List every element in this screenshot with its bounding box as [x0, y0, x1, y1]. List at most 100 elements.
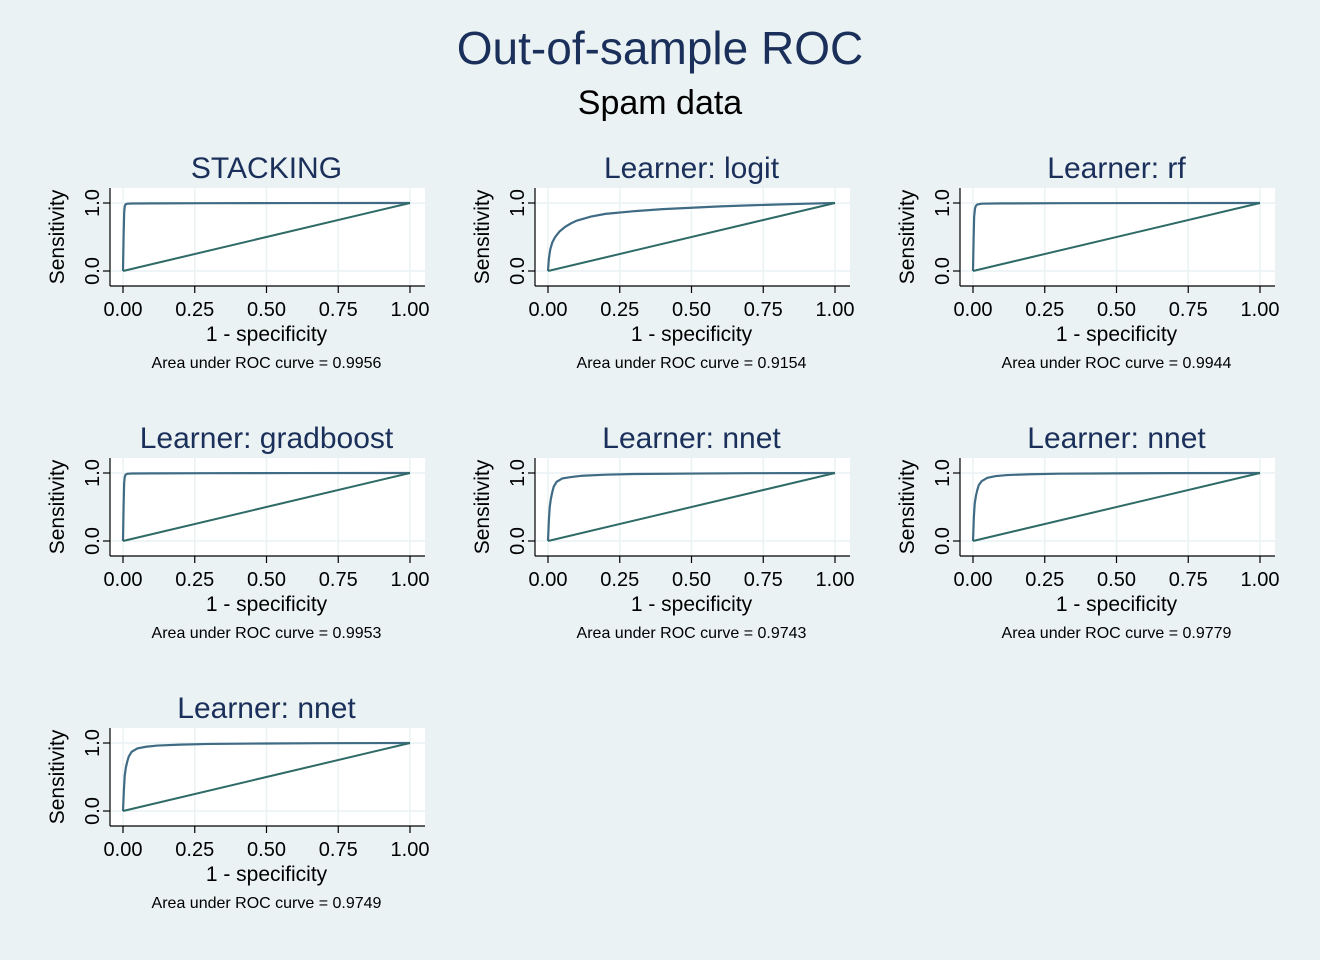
reference-line	[547, 472, 836, 542]
panel-title: Learner: logit	[604, 152, 780, 185]
x-axis-label: 1 - specificity	[206, 863, 328, 886]
roc-panel: 0.00 0.25 0.50 0.75 1.00 0.0 1.0 Learner: logit…	[471, 152, 854, 372]
y-axis-label: Sensitivity	[471, 189, 494, 284]
reference-line	[122, 202, 411, 272]
x-tick-label: 1.00	[1241, 569, 1280, 591]
roc-panel: 0.00 0.25 0.50 0.75 1.00 0.0 1.0 Learner: nnet 1…	[46, 692, 429, 912]
panel-title: Learner: nnet	[602, 422, 781, 455]
roc-panel: 0.00 0.25 0.50 0.75 1.00 0.0 1.0 Learner: nnet 1…	[471, 422, 854, 642]
x-tick-label: 0.75	[744, 299, 783, 321]
x-axis-label: 1 - specificity	[631, 323, 753, 346]
x-tick-label: 0.00	[954, 299, 993, 321]
y-tick-label: 1.0	[82, 189, 104, 217]
reference-line	[122, 472, 411, 542]
x-tick-label: 0.50	[1097, 569, 1136, 591]
roc-curve	[121, 201, 411, 272]
x-tick-label: 0.25	[600, 299, 639, 321]
sub-title: Spam data	[578, 84, 743, 122]
y-tick-label: 0.0	[82, 527, 104, 555]
y-tick-label: 0.0	[507, 527, 529, 555]
x-tick-label: 0.25	[175, 839, 214, 861]
x-tick-label: 1.00	[816, 299, 855, 321]
y-tick-label: 1.0	[932, 459, 954, 487]
x-tick-label: 0.50	[247, 299, 286, 321]
x-tick-label: 0.75	[319, 299, 358, 321]
x-tick-label: 0.50	[672, 569, 711, 591]
auc-note: Area under ROC curve = 0.9944	[1002, 355, 1232, 372]
x-tick-label: 0.50	[247, 569, 286, 591]
x-tick-label: 0.50	[1097, 299, 1136, 321]
x-tick-label: 0.00	[529, 569, 568, 591]
y-tick-label: 0.0	[932, 527, 954, 555]
auc-note: Area under ROC curve = 0.9743	[577, 625, 807, 642]
x-tick-label: 0.75	[319, 839, 358, 861]
x-tick-label: 1.00	[391, 569, 430, 591]
x-tick-label: 0.00	[104, 839, 143, 861]
x-tick-label: 0.50	[672, 299, 711, 321]
y-tick-label: 0.0	[932, 257, 954, 285]
panel-title: Learner: nnet	[1027, 422, 1206, 455]
x-tick-label: 0.00	[529, 299, 568, 321]
auc-note: Area under ROC curve = 0.9956	[152, 355, 382, 372]
x-tick-label: 0.25	[175, 569, 214, 591]
panel-title: Learner: rf	[1047, 152, 1186, 185]
y-tick-label: 0.0	[82, 797, 104, 825]
roc-curve	[546, 201, 836, 272]
x-tick-label: 0.00	[104, 299, 143, 321]
panels-group: 0.00 0.25 0.50 0.75 1.00 0.0 1.0 STACKING 1 - sp…	[46, 152, 1279, 912]
x-axis-label: 1 - specificity	[206, 593, 328, 616]
auc-note: Area under ROC curve = 0.9953	[152, 625, 382, 642]
roc-panel: 0.00 0.25 0.50 0.75 1.00 0.0 1.0 STACKING 1 - sp…	[46, 152, 429, 372]
reference-line	[972, 472, 1261, 542]
y-tick-label: 1.0	[82, 729, 104, 757]
x-tick-label: 0.75	[1169, 299, 1208, 321]
roc-panel: 0.00 0.25 0.50 0.75 1.00 0.0 1.0 Learner: rf 1 -…	[896, 152, 1279, 372]
x-axis-label: 1 - specificity	[1056, 323, 1178, 346]
roc-curve	[121, 471, 411, 542]
x-tick-label: 0.00	[954, 569, 993, 591]
y-axis-label: Sensitivity	[896, 459, 919, 554]
y-axis-label: Sensitivity	[471, 459, 494, 554]
roc-panel: 0.00 0.25 0.50 0.75 1.00 0.0 1.0 Learner: gradb…	[46, 422, 429, 642]
roc-curve	[546, 471, 836, 542]
panel-title: Learner: gradboost	[140, 422, 394, 455]
x-axis-label: 1 - specificity	[631, 593, 753, 616]
roc-curve	[121, 741, 411, 812]
x-tick-label: 1.00	[816, 569, 855, 591]
x-tick-label: 0.50	[247, 839, 286, 861]
y-tick-label: 1.0	[932, 189, 954, 217]
x-tick-label: 0.00	[104, 569, 143, 591]
auc-note: Area under ROC curve = 0.9154	[577, 355, 807, 372]
auc-note: Area under ROC curve = 0.9749	[152, 895, 382, 912]
reference-line	[972, 202, 1261, 272]
y-tick-label: 1.0	[82, 459, 104, 487]
reference-line	[547, 202, 836, 272]
panel-title: Learner: nnet	[177, 692, 356, 725]
y-tick-label: 1.0	[507, 189, 529, 217]
main-title: Out-of-sample ROC	[457, 22, 863, 74]
auc-note: Area under ROC curve = 0.9779	[1002, 625, 1232, 642]
roc-curve	[971, 201, 1261, 272]
x-tick-label: 1.00	[391, 839, 430, 861]
x-tick-label: 0.75	[1169, 569, 1208, 591]
x-axis-label: 1 - specificity	[206, 323, 328, 346]
y-tick-label: 1.0	[507, 459, 529, 487]
x-tick-label: 0.25	[1025, 299, 1064, 321]
x-tick-label: 1.00	[391, 299, 430, 321]
y-tick-label: 0.0	[82, 257, 104, 285]
y-axis-label: Sensitivity	[46, 729, 69, 824]
panel-title: STACKING	[191, 152, 342, 185]
y-tick-label: 0.0	[507, 257, 529, 285]
y-axis-label: Sensitivity	[896, 189, 919, 284]
x-tick-label: 0.25	[1025, 569, 1064, 591]
roc-curve	[971, 471, 1261, 542]
x-tick-label: 0.25	[175, 299, 214, 321]
y-axis-label: Sensitivity	[46, 459, 69, 554]
y-axis-label: Sensitivity	[46, 189, 69, 284]
x-tick-label: 1.00	[1241, 299, 1280, 321]
roc-panel: 0.00 0.25 0.50 0.75 1.00 0.0 1.0 Learner: nnet 1…	[896, 422, 1279, 642]
x-tick-label: 0.75	[744, 569, 783, 591]
x-tick-label: 0.75	[319, 569, 358, 591]
x-axis-label: 1 - specificity	[1056, 593, 1178, 616]
